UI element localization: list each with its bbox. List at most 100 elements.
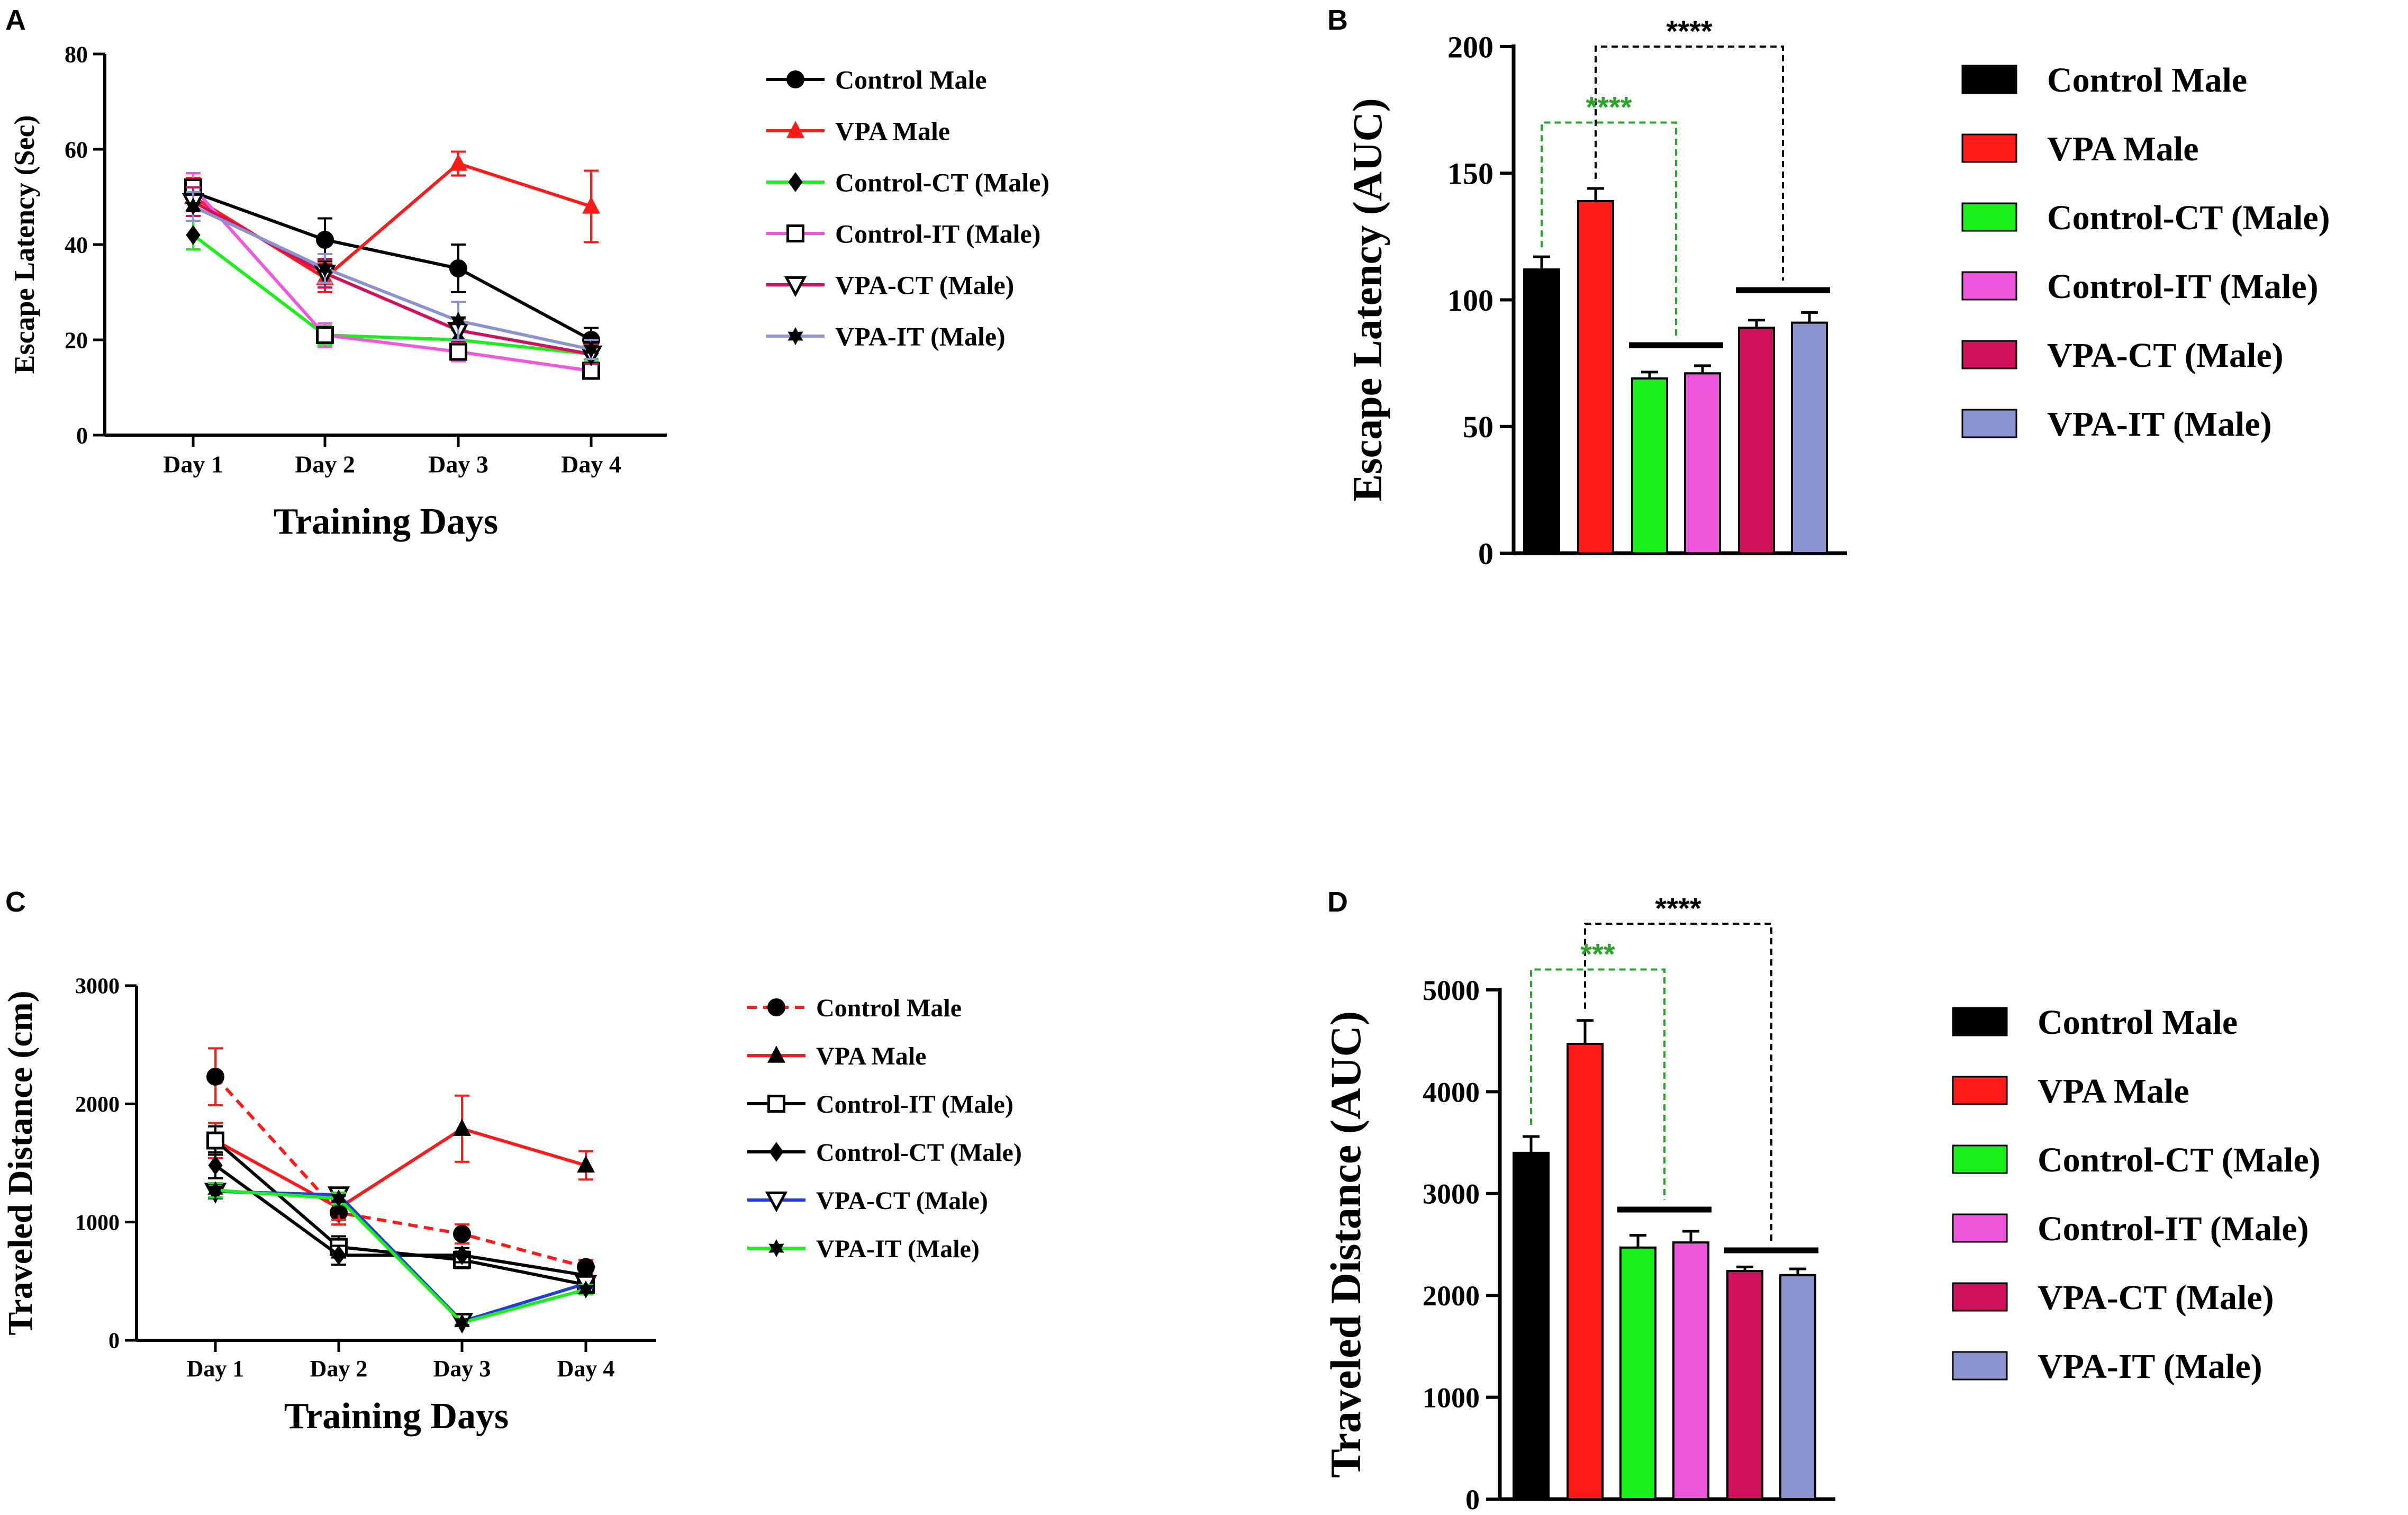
- data-point: [582, 196, 600, 214]
- series-line: [192, 191, 592, 341]
- legend-label: VPA-IT (Male): [816, 1235, 980, 1263]
- legend-label: Control-IT (Male): [2047, 267, 2319, 306]
- data-point: [316, 231, 334, 249]
- legend-label: Control Male: [2047, 61, 2247, 100]
- data-point: [208, 1155, 223, 1176]
- y-tick-label: 3000: [1423, 1178, 1480, 1210]
- legend-marker: [787, 327, 803, 345]
- data-point: [331, 1189, 347, 1207]
- data-point: [449, 342, 467, 361]
- legend-label: Control-IT (Male): [816, 1090, 1013, 1119]
- x-tick-label: Day 2: [310, 1356, 368, 1382]
- y-axis-title: Traveled Distance (AUC): [1321, 1011, 1370, 1478]
- legend-swatch: [1961, 340, 2017, 369]
- legend-marker: [786, 70, 804, 88]
- data-point: [186, 225, 201, 245]
- y-tick-label: 80: [65, 41, 88, 67]
- legend-marker: [767, 998, 785, 1016]
- series-line: [215, 1188, 586, 1324]
- legend-label: Control-CT (Male): [835, 168, 1049, 197]
- data-point: [331, 1245, 346, 1265]
- series-line: [192, 200, 592, 356]
- bar: [1738, 327, 1775, 554]
- legend-label: Control-CT (Male): [2047, 199, 2330, 237]
- legend-marker: [767, 1045, 785, 1063]
- data-point: [577, 1155, 595, 1173]
- legend-label: VPA Male: [2038, 1072, 2189, 1111]
- legend-swatch: [1961, 65, 2017, 94]
- legend: Control Male VPA Male Control-IT (Male) Con…: [747, 994, 1022, 1263]
- significance-stars: ***: [1580, 937, 1615, 971]
- legend-swatch: [1952, 1007, 2008, 1036]
- legend: Control Male VPA Male Control-CT (Male) Con…: [766, 65, 1049, 351]
- legend-marker: [788, 172, 803, 192]
- data-point: [206, 1131, 224, 1150]
- legend-swatch: [1952, 1076, 2008, 1105]
- legend-swatch: [1952, 1282, 2008, 1312]
- legend-label: Control Male: [816, 994, 962, 1022]
- x-tick-label: Day 3: [428, 450, 488, 477]
- series-vpa-male: [184, 150, 600, 293]
- x-tick-label: Day 1: [187, 1356, 245, 1382]
- data-point: [316, 326, 334, 344]
- panel-letter: D: [1327, 886, 1348, 918]
- legend-marker: [768, 1239, 784, 1257]
- line-chart-c: 0 1000 2000 3000 Day 1 Day 2 Day 3 Day 4 Trainin…: [1, 975, 1022, 1437]
- series-control-male: [206, 1047, 595, 1276]
- series-line: [214, 1075, 586, 1269]
- y-tick-label: 1000: [75, 1211, 120, 1235]
- x-tick-label: Day 2: [295, 450, 355, 477]
- bar: [1567, 1042, 1604, 1501]
- series-line: [192, 186, 592, 373]
- legend-label: VPA Male: [835, 116, 950, 146]
- data-point: [450, 312, 466, 330]
- bar: [1619, 1246, 1656, 1500]
- significance-bracket: [1584, 922, 1772, 1241]
- legend-marker: [767, 1095, 785, 1113]
- legend-label: VPA-CT (Male): [2038, 1278, 2274, 1317]
- series-vpa-it-male-: [185, 191, 599, 360]
- data-point: [449, 259, 467, 277]
- legend-marker: [786, 121, 804, 138]
- legend-swatch: [1961, 409, 2017, 438]
- x-tick-label: Day 4: [557, 1356, 615, 1382]
- bar: [1779, 1274, 1816, 1500]
- y-tick-label: 0: [1465, 1484, 1480, 1515]
- data-point: [454, 1313, 470, 1332]
- y-tick-label: 20: [65, 327, 88, 353]
- data-point: [453, 1119, 471, 1136]
- legend-swatch: [1952, 1351, 2008, 1381]
- series-line: [214, 1126, 586, 1210]
- y-tick-label: 4000: [1423, 1076, 1480, 1108]
- series-vpa-it-male-: [207, 1181, 594, 1332]
- legend: Control Male VPA Male Control-CT (Male) Con…: [1952, 1003, 2321, 1386]
- legend-swatch: [1961, 133, 2017, 163]
- series-line: [192, 233, 592, 356]
- legend-marker: [765, 1191, 788, 1213]
- series-line: [215, 1189, 586, 1323]
- panel-letter: A: [5, 4, 26, 36]
- data-point: [317, 259, 333, 277]
- y-tick-label: 100: [1447, 283, 1493, 318]
- y-tick-label: 0: [108, 1329, 120, 1354]
- series-line: [214, 1164, 586, 1277]
- legend-swatch: [1952, 1144, 2008, 1174]
- legend-label: Control-IT (Male): [835, 219, 1040, 249]
- significance-stars: ****: [1586, 91, 1632, 124]
- series-control-ct-male-: [208, 1151, 593, 1285]
- bar: [1631, 377, 1668, 555]
- bar: [1513, 1151, 1550, 1501]
- bar: [1577, 200, 1614, 554]
- x-axis-title: Training Days: [284, 1396, 509, 1437]
- series-line: [214, 1139, 586, 1286]
- legend-label: VPA-CT (Male): [816, 1187, 988, 1215]
- series-control-male: [184, 172, 600, 353]
- y-tick-label: 60: [65, 137, 88, 163]
- legend-label: Control-IT (Male): [2038, 1210, 2309, 1248]
- line-chart-a: 0 20 40 60 80 Day 1 Day 2 Day 3 Day 4 Training Da…: [8, 41, 1049, 542]
- legend-label: VPA-IT (Male): [2047, 405, 2272, 444]
- y-tick-label: 3000: [75, 975, 120, 999]
- legend-label: Control Male: [835, 65, 987, 95]
- bar: [1523, 268, 1560, 554]
